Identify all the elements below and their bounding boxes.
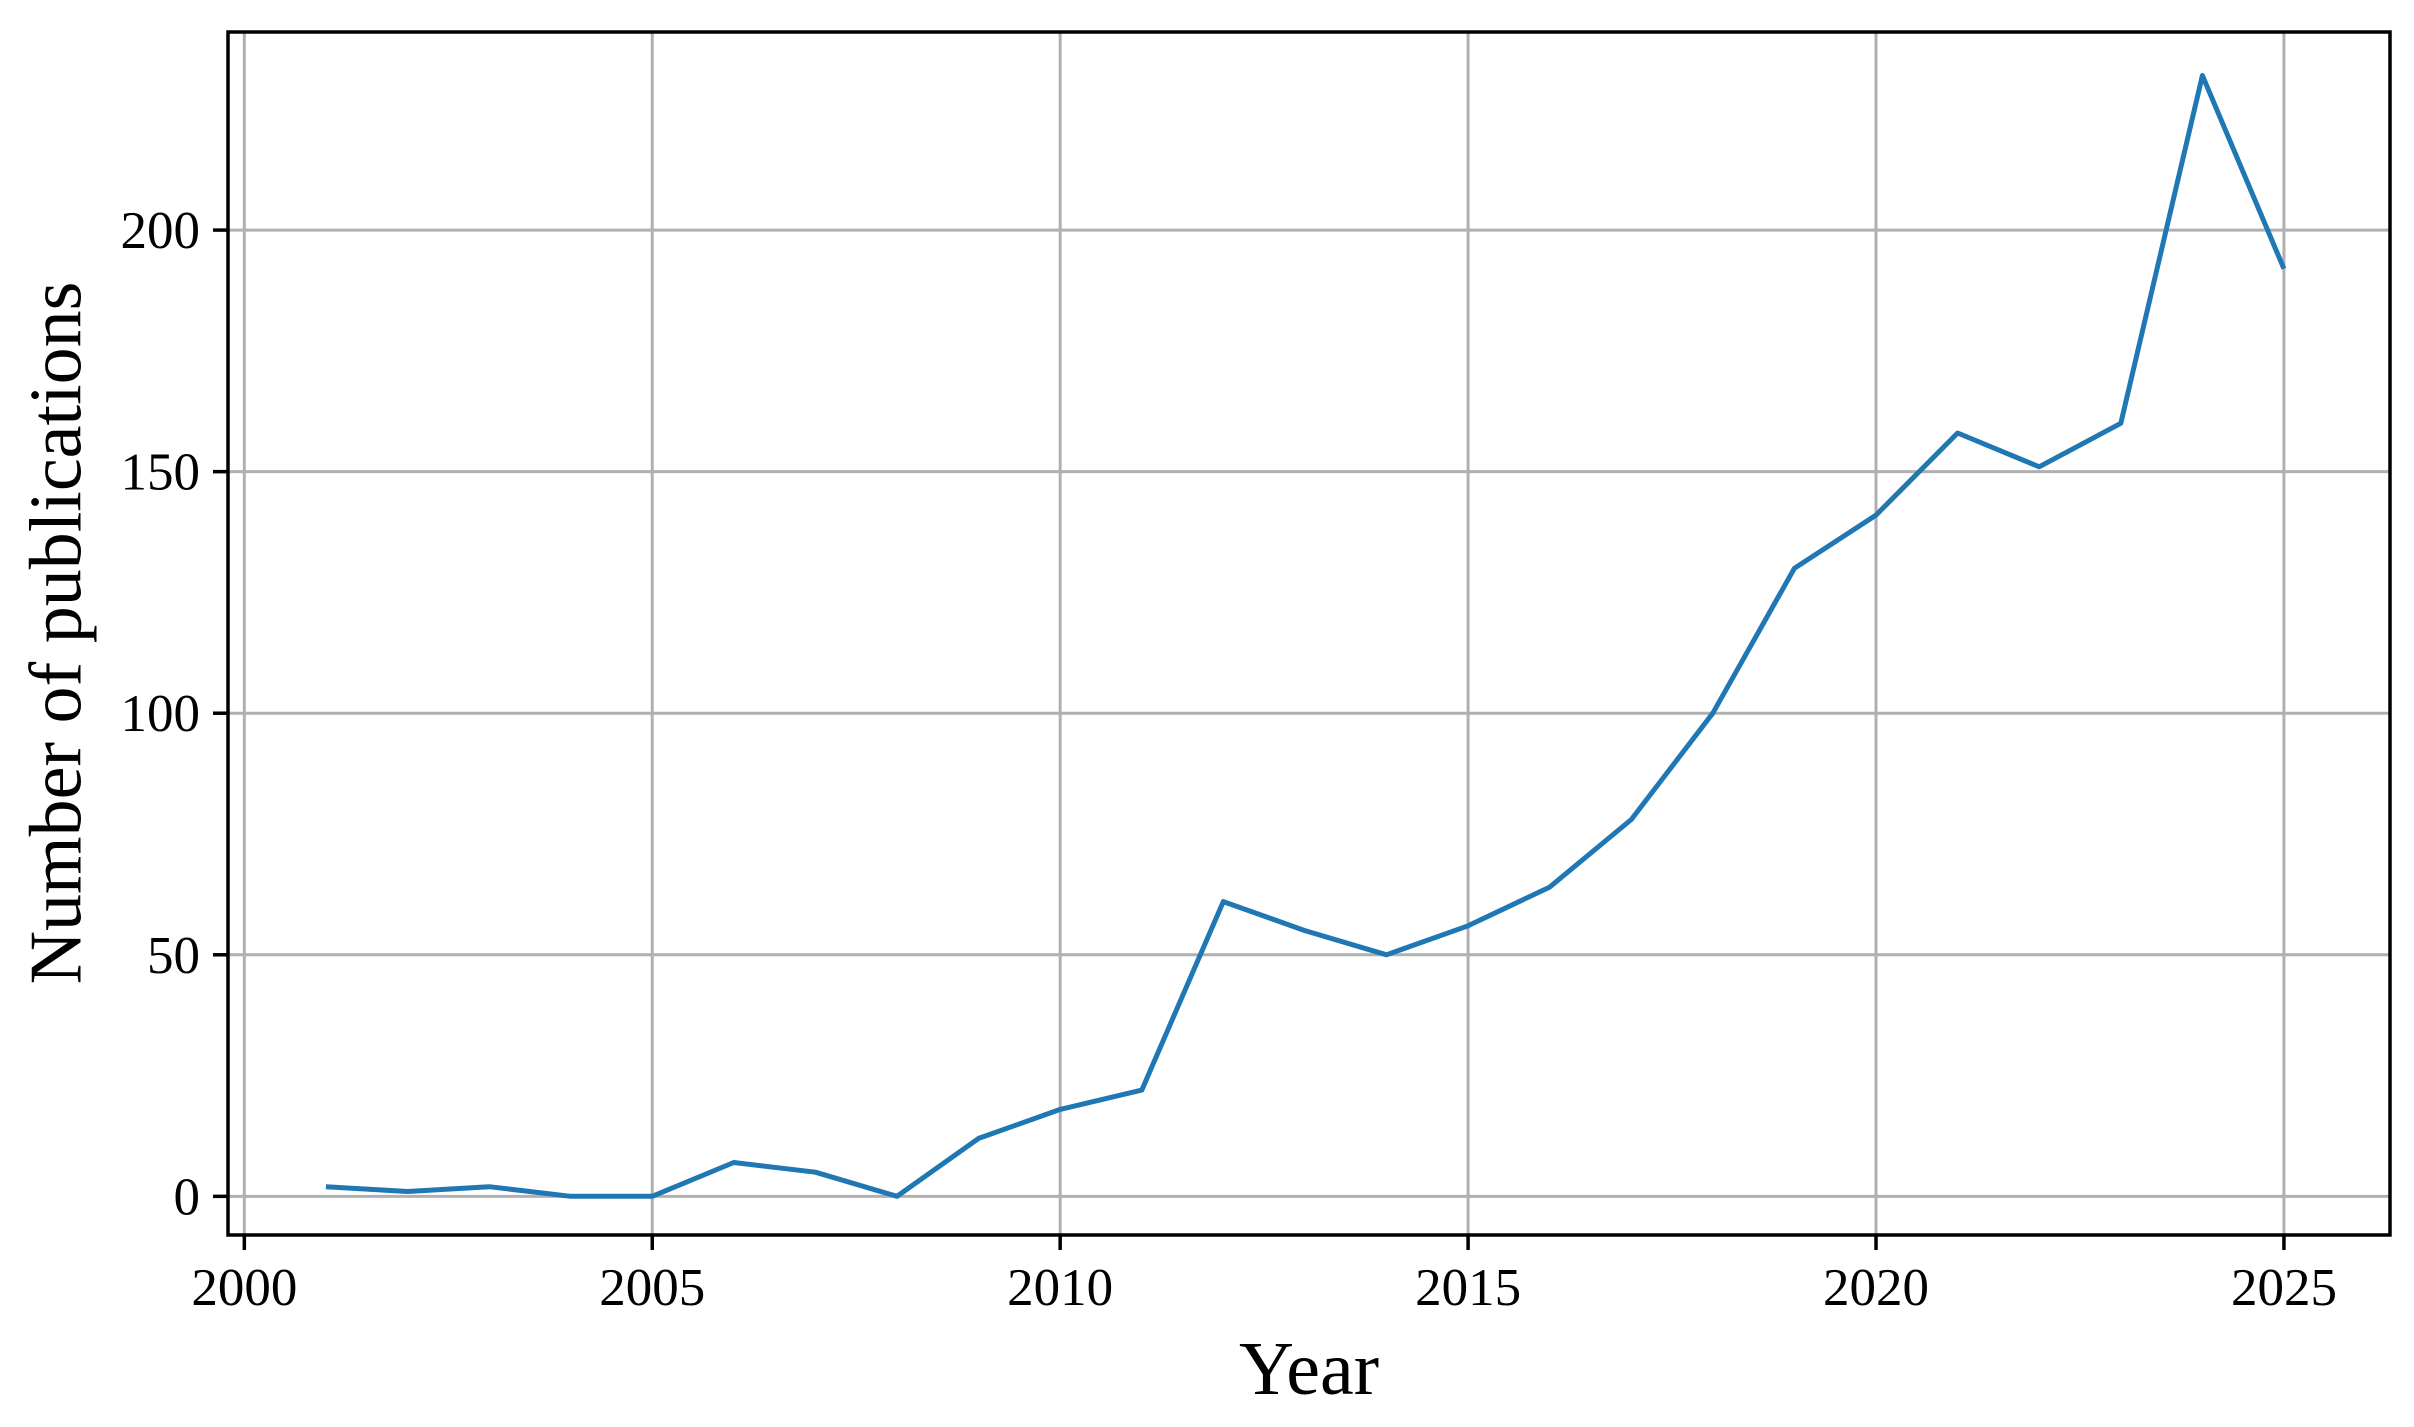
x-tick-label: 2020 [1823,1259,1929,1317]
x-tick-label: 2010 [1007,1259,1113,1317]
y-tick-label: 150 [121,444,201,502]
y-tick-label: 0 [174,1168,201,1226]
x-tick-label: 2015 [1415,1259,1521,1317]
plot-border [226,30,2392,1237]
x-axis-label: Year [1238,1327,1380,1411]
x-tick-label: 2005 [599,1259,705,1317]
y-axis-label: Number of publications [15,281,98,985]
x-tick-label: 2000 [191,1259,297,1317]
y-tick-label: 200 [121,202,201,260]
x-tick-label: 2025 [2231,1259,2337,1317]
y-tick-label: 100 [121,685,201,743]
y-tick-label: 50 [147,927,200,985]
data-line [325,73,2287,1199]
